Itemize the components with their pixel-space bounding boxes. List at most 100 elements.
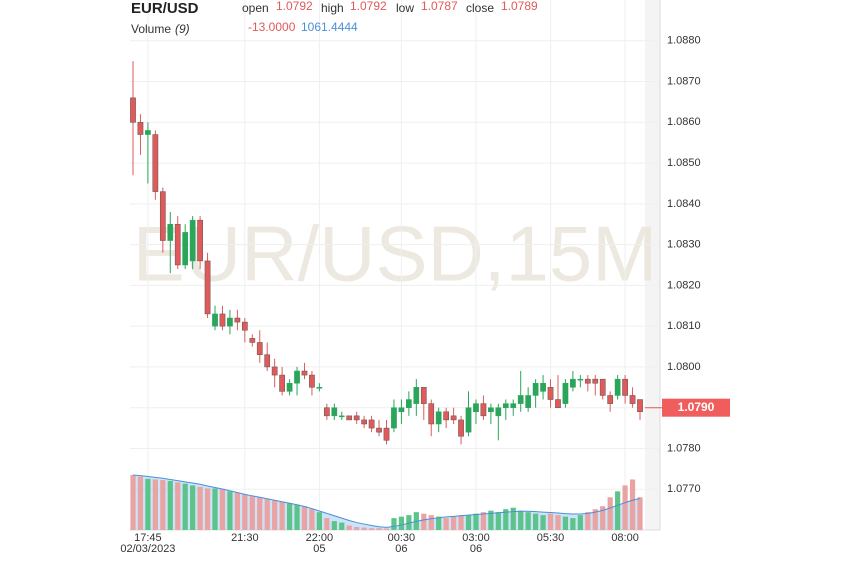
volume-bar	[227, 491, 233, 530]
volume-bar	[421, 513, 427, 530]
volume-bar	[272, 500, 278, 530]
watermark: EUR/USD,15M	[133, 210, 657, 298]
candle-body	[353, 415, 360, 421]
candle-body	[398, 407, 405, 413]
volume-bar	[152, 479, 158, 530]
volume-bar	[346, 525, 352, 530]
candle-body	[450, 415, 457, 421]
candle-body	[458, 419, 464, 437]
volume-period: (9)	[175, 22, 190, 36]
open-label: open	[242, 1, 269, 15]
volume-bar	[540, 515, 546, 530]
candle-body	[517, 395, 524, 404]
volume-bar	[510, 507, 516, 530]
candle-body	[174, 223, 181, 266]
candle-body	[279, 374, 285, 392]
candle-body	[391, 407, 397, 429]
volume-bar	[249, 495, 255, 530]
candle-body	[368, 419, 375, 429]
volume-bar	[629, 479, 636, 530]
volume-bar	[383, 528, 390, 530]
candle-body	[159, 191, 166, 241]
volume-bar	[503, 509, 509, 530]
volume-bar	[145, 478, 151, 530]
candle-body	[309, 374, 315, 388]
volume-bar	[331, 521, 337, 530]
volume-bar	[585, 512, 591, 530]
volume-bar	[436, 516, 442, 530]
x-tick-label: 17:45	[134, 532, 162, 544]
candle-body	[577, 378, 584, 381]
open-value: 1.0792	[276, 0, 313, 13]
high-label: high	[321, 1, 344, 15]
volume-bar	[495, 512, 501, 530]
y-tick-label: 1.0780	[667, 442, 701, 454]
candle-body	[488, 407, 494, 413]
candle-body	[256, 342, 263, 355]
x-tick-label: 05:30	[537, 532, 565, 544]
candle-body	[316, 387, 323, 389]
candle-body	[435, 411, 442, 425]
y-tick-label: 1.0830	[667, 239, 701, 251]
volume-bar	[547, 513, 554, 530]
candle-body	[130, 97, 136, 123]
candle-body	[420, 387, 427, 404]
candle-body	[286, 382, 293, 392]
candle-body	[599, 378, 606, 396]
candle-body	[607, 395, 614, 404]
candle-body	[428, 403, 435, 425]
candle-body	[592, 378, 599, 384]
x-tick-label: 00:30	[388, 532, 416, 544]
candle-body	[301, 370, 308, 376]
candle-body	[502, 403, 509, 408]
candle-body	[189, 219, 196, 262]
candle-body	[413, 387, 420, 404]
volume-bar	[607, 497, 613, 530]
y-tick-label: 1.0850	[667, 157, 701, 169]
volume-bar	[279, 501, 285, 530]
candle-body	[234, 317, 241, 323]
volume-bar	[615, 491, 621, 530]
y-tick-label: 1.0810	[667, 320, 701, 332]
volume-bar	[533, 513, 539, 530]
candle-body	[324, 407, 330, 417]
x-tick-date: 05	[313, 543, 325, 555]
volume-bar	[167, 480, 173, 530]
candle-body	[346, 415, 353, 421]
volume-bar	[518, 510, 524, 530]
candle-body	[473, 403, 479, 413]
candle-body	[622, 378, 628, 396]
volume-bar	[175, 482, 181, 530]
volume-bar	[212, 488, 218, 530]
volume-bar	[182, 483, 188, 530]
candle-body	[532, 382, 539, 396]
y-tick-label: 1.0840	[667, 198, 701, 210]
x-tick-label: 21:30	[231, 532, 259, 544]
volume-bar	[376, 528, 382, 530]
volume-bar	[257, 497, 263, 530]
last-price-label: 1.0790	[678, 400, 715, 414]
volume-bar	[294, 504, 300, 530]
candle-body	[197, 219, 203, 262]
candle-body	[212, 313, 218, 327]
candle-body	[540, 382, 546, 392]
x-tick-label: 22:00	[306, 532, 334, 544]
candle-body	[145, 130, 151, 135]
volume-bar	[301, 506, 308, 530]
y-tick-label: 1.0820	[667, 279, 701, 291]
candle-body	[555, 399, 561, 408]
candle-body	[376, 427, 382, 433]
volume-bar	[592, 509, 598, 530]
volume-bar	[242, 494, 248, 530]
volume-bar	[488, 510, 494, 530]
volume-bar	[570, 518, 576, 530]
close-label: close	[466, 1, 494, 15]
candle-body	[562, 382, 569, 404]
x-tick-label: 08:00	[611, 532, 639, 544]
candle-body	[614, 378, 621, 396]
candle-body	[361, 419, 367, 425]
volume-bar	[622, 485, 628, 530]
candle-body	[480, 403, 487, 417]
volume-bar	[160, 480, 166, 530]
